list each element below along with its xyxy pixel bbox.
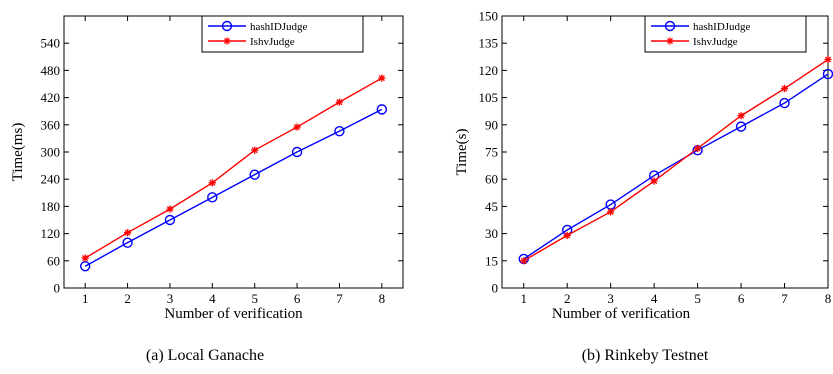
x-tick-label: 5	[251, 291, 258, 306]
legend-label-IshvJudge: IshvJudge	[250, 36, 295, 48]
x-tick-label: 5	[694, 291, 701, 306]
data-point-IshvJudge	[781, 85, 788, 92]
y-tick-label: 540	[41, 36, 61, 51]
panel-caption: (a) Local Ganache	[146, 347, 264, 364]
y-tick-label: 360	[41, 117, 61, 132]
x-tick-label: 4	[209, 291, 216, 306]
y-tick-label: 135	[479, 36, 499, 51]
data-point-IshvJudge	[607, 208, 614, 215]
plot-frame	[502, 16, 828, 288]
y-tick-label: 120	[41, 226, 61, 241]
legend-label-IshvJudge: IshvJudge	[693, 36, 738, 48]
panel-caption: (b) Rinkeby Testnet	[582, 347, 709, 364]
y-tick-label: 105	[479, 90, 499, 105]
y-tick-label: 0	[54, 281, 61, 296]
y-tick-label: 90	[485, 117, 498, 132]
data-point-IshvJudge	[209, 179, 216, 186]
x-axis-label: Number of verification	[552, 306, 691, 322]
legend: hashIDJudge IshvJudge	[645, 16, 806, 52]
y-tick-label: 30	[485, 226, 498, 241]
data-point-IshvJudge	[336, 99, 343, 106]
x-tick-label: 7	[781, 291, 788, 306]
y-tick-label: 480	[41, 63, 61, 78]
x-tick-label: 3	[167, 291, 174, 306]
data-point-IshvJudge	[694, 145, 701, 152]
x-tick-label: 2	[564, 291, 571, 306]
x-tick-label: 1	[82, 291, 89, 306]
legend-marker-IshvJudge	[223, 37, 230, 44]
x-tick-label: 1	[520, 291, 527, 306]
y-tick-label: 0	[492, 281, 499, 296]
data-point-IshvJudge	[564, 232, 571, 239]
x-tick-label: 4	[651, 291, 658, 306]
legend-marker-IshvJudge	[666, 37, 673, 44]
legend-label-hashIDJudge: hashIDJudge	[693, 21, 751, 33]
data-point-IshvJudge	[293, 123, 300, 130]
legend: hashIDJudge IshvJudge	[202, 16, 363, 52]
y-axis-label: Time(ms)	[10, 123, 26, 182]
x-tick-label: 2	[124, 291, 131, 306]
y-tick-label: 60	[485, 172, 498, 187]
data-point-IshvJudge	[520, 257, 527, 264]
legend-label-hashIDJudge: hashIDJudge	[250, 21, 308, 33]
series-line-hashIDJudge	[524, 74, 828, 259]
y-axis-label: Time(s)	[454, 129, 470, 176]
y-tick-label: 45	[485, 199, 498, 214]
y-tick-label: 60	[47, 253, 60, 268]
data-point-IshvJudge	[82, 254, 89, 261]
x-tick-label: 7	[336, 291, 343, 306]
data-point-IshvJudge	[124, 229, 131, 236]
y-tick-label: 15	[485, 253, 498, 268]
x-tick-label: 6	[294, 291, 301, 306]
data-point-IshvJudge	[251, 147, 258, 154]
plot-frame	[64, 16, 403, 288]
x-tick-label: 6	[738, 291, 745, 306]
y-tick-label: 300	[41, 145, 61, 160]
x-tick-label: 8	[825, 291, 832, 306]
series-line-hashIDJudge	[85, 109, 382, 266]
y-tick-label: 150	[479, 9, 499, 24]
y-tick-label: 75	[485, 145, 498, 160]
y-tick-label: 120	[479, 63, 499, 78]
series-line-IshvJudge	[524, 60, 828, 261]
y-tick-label: 240	[41, 172, 61, 187]
x-tick-label: 3	[607, 291, 614, 306]
data-point-IshvJudge	[378, 75, 385, 82]
y-tick-label: 180	[41, 199, 61, 214]
data-point-IshvJudge	[166, 206, 173, 213]
data-point-IshvJudge	[651, 177, 658, 184]
chart-panel-1: 0 60 120 180 240 300 360 420 480 540 1 2 3 4 5 6 7 8 Numbe…	[10, 16, 403, 364]
x-axis-label: Number of verification	[164, 306, 303, 322]
x-tick-label: 8	[379, 291, 386, 306]
y-tick-label: 420	[41, 90, 61, 105]
data-point-IshvJudge	[824, 56, 831, 63]
data-point-IshvJudge	[737, 112, 744, 119]
